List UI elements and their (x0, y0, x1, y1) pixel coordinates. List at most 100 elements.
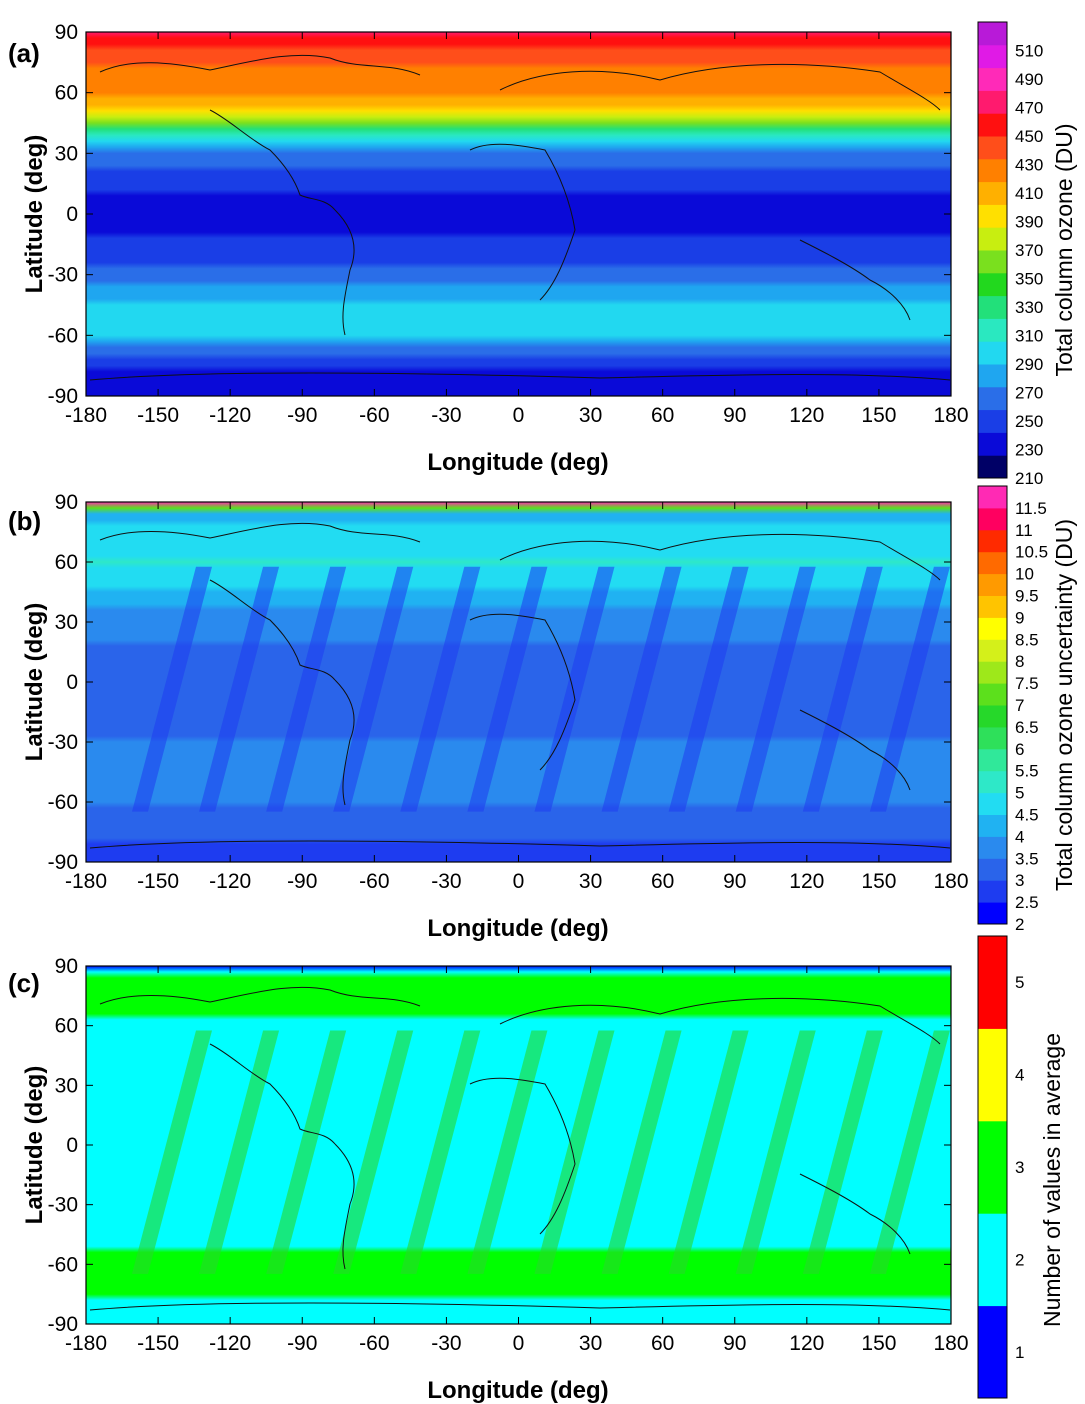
x-tick-label: 30 (579, 404, 602, 427)
colorbar-swatch (978, 1120, 1007, 1214)
panel-c-x-tick-labels: -180 -150 -120 -90 -60 -30 0 30 60 90 120 150 180 (65, 1332, 969, 1355)
x-tick-label: -150 (137, 404, 179, 427)
x-tick-label: -120 (209, 1332, 251, 1355)
colorbar-label: 8.5 (1015, 630, 1039, 649)
colorbar-label: 11 (1015, 521, 1033, 540)
colorbar-swatch (978, 529, 1007, 553)
colorbar-label: 430 (1015, 156, 1043, 175)
x-tick-label: -30 (431, 870, 461, 893)
y-tick-label: 90 (55, 21, 78, 44)
orbit-swath (132, 566, 212, 812)
colorbar-swatch (978, 272, 1007, 297)
colorbar-swatch (978, 67, 1007, 91)
y-tick-label: 0 (66, 671, 78, 694)
x-tick-label: -180 (65, 870, 107, 893)
panel-b-y-axis-title: Latitude (deg) (21, 603, 48, 762)
orbit-swath (199, 566, 280, 812)
x-tick-label: 0 (513, 404, 525, 427)
panel-b-y-tick-labels: 90 60 30 0 -30 -60 -90 (48, 491, 78, 874)
colorbar-label: 6.5 (1015, 718, 1039, 737)
x-tick-label: -90 (287, 870, 317, 893)
y-tick-label: -90 (48, 385, 78, 408)
orbit-swath (400, 566, 481, 812)
colorbar-swatch (978, 364, 1007, 388)
x-tick-label: 120 (789, 1332, 824, 1355)
colorbar-swatch (978, 880, 1007, 903)
y-tick-label: 30 (55, 1074, 78, 1097)
x-tick-label: 150 (861, 404, 896, 427)
panel-a-colorbar-title: Total column ozone (DU) (1051, 123, 1077, 376)
colorbar-label: 3 (1015, 1158, 1024, 1177)
colorbar-swatch (978, 1028, 1007, 1122)
colorbar-label: 230 (1015, 441, 1043, 460)
orbit-swath (869, 566, 950, 812)
colorbar-swatch (978, 748, 1007, 772)
colorbar-swatch (978, 158, 1007, 183)
panel-c-tag: (c) (8, 968, 40, 998)
x-tick-label: -30 (431, 404, 461, 427)
panel-b-ticks (85, 501, 952, 863)
colorbar-label: 470 (1015, 99, 1043, 118)
y-tick-label: 90 (55, 955, 78, 978)
x-tick-label: -150 (137, 870, 179, 893)
colorbar-label: 4 (1015, 827, 1024, 846)
x-tick-label: 90 (723, 870, 746, 893)
colorbar-label: 350 (1015, 270, 1043, 289)
orbit-swath (802, 566, 883, 812)
colorbar-swatch (978, 551, 1007, 575)
colorbar-swatch (978, 227, 1007, 251)
colorbar-swatch (978, 661, 1007, 684)
y-tick-label: 30 (55, 142, 78, 165)
colorbar-label: 3.5 (1015, 849, 1039, 868)
colorbar-label: 5.5 (1015, 762, 1039, 781)
panel-b-x-tick-labels: -180 -150 -120 -90 -60 -30 0 30 60 90 120 150 180 (65, 870, 969, 893)
panel-a-y-tick-labels: 90 60 30 0 -30 -60 -90 (48, 21, 78, 408)
colorbar-swatch (978, 936, 1007, 1029)
y-tick-label: 90 (55, 491, 78, 514)
y-tick-label: 30 (55, 611, 78, 634)
y-tick-label: -30 (48, 731, 78, 754)
colorbar-swatch (978, 44, 1007, 69)
x-tick-label: -60 (359, 1332, 389, 1355)
colorbar-swatch (978, 181, 1007, 205)
x-tick-label: -180 (65, 1332, 107, 1355)
orbit-swath (400, 1030, 481, 1274)
panel-c-ticks (85, 965, 952, 1325)
colorbar-label: 9.5 (1015, 587, 1039, 606)
colorbar-label: 8 (1015, 652, 1024, 671)
colorbar-swatch (978, 409, 1007, 433)
y-tick-label: -30 (48, 1194, 78, 1217)
panel-c-y-tick-labels: 90 60 30 0 -30 -60 -90 (48, 955, 78, 1336)
y-tick-label: 0 (66, 203, 78, 226)
colorbar-swatch (978, 113, 1007, 137)
y-tick-label: -60 (48, 324, 78, 347)
panel-a-colorbar: 510 490 470 450 430 410 390 370 350 330 310 290 270 2… (977, 21, 1043, 488)
panel-a-tag: (a) (8, 38, 40, 68)
colorbar-swatch (978, 726, 1007, 750)
colorbar-swatch (978, 814, 1007, 837)
orbit-swath (333, 1030, 414, 1274)
colorbar-label: 5 (1015, 973, 1024, 992)
x-tick-label: 90 (723, 404, 746, 427)
colorbar-label: 2.5 (1015, 893, 1039, 912)
colorbar-swatch (978, 836, 1007, 859)
colorbar-swatch (978, 792, 1007, 815)
colorbar-swatch (978, 341, 1007, 365)
orbit-swath (467, 566, 548, 812)
panel-c-colorbar-title: Number of values in average (1039, 1033, 1065, 1327)
panel-c-colorbar: 5 4 3 2 1 (977, 935, 1024, 1399)
colorbar-label: 250 (1015, 412, 1043, 431)
colorbar-label: 6 (1015, 740, 1024, 759)
x-tick-label: 30 (579, 870, 602, 893)
colorbar-swatch (978, 22, 1007, 46)
colorbar-label: 410 (1015, 184, 1043, 203)
orbit-swath (333, 566, 414, 812)
panel-c: -180 -150 -120 -90 -60 -30 0 30 60 90 120 150 180 90… (8, 935, 1065, 1404)
x-tick-label: 180 (933, 404, 968, 427)
colorbar-swatch (978, 705, 1007, 728)
colorbar-label: 9 (1015, 608, 1024, 627)
panel-a-ticks (85, 31, 952, 397)
panel-b-colorbar: 11.5 11 10.5 10 9.5 9 8.5 8 7.5 7 6.5 6 5.5 5 4.5 4 3.5 3… (977, 485, 1048, 934)
panel-a: -180 -150 -120 -90 -60 -30 0 30 60 90 120 150 180 90… (8, 21, 1077, 488)
x-tick-label: 60 (651, 870, 674, 893)
